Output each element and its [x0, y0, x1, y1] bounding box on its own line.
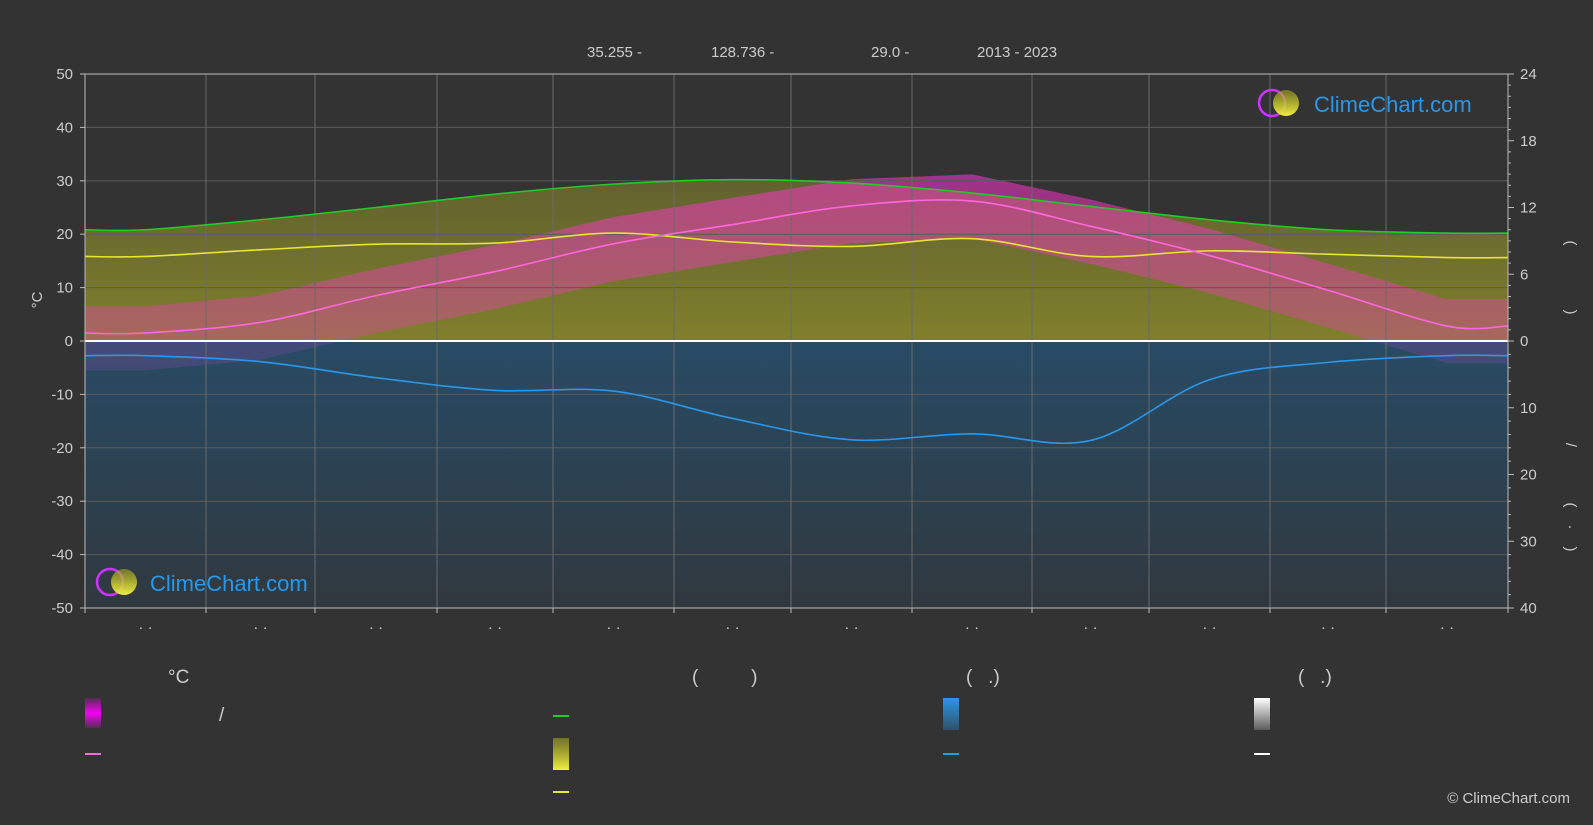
right-axis-label-mark: ) — [1562, 547, 1579, 552]
precipitation-line — [84, 354, 1509, 445]
legend-col4-header: ( .) — [1298, 667, 1332, 688]
chart-axes: 50 40 30 20 10 0 -10 -20 -30 -40 -50 24 18 12 6 0 10 20 30… — [51, 66, 1536, 636]
right-top-tick-label: 24 — [1520, 66, 1537, 83]
sunshine-line — [84, 232, 1509, 259]
header-latitude: 35.255 - — [587, 44, 642, 61]
left-tick-label: 40 — [56, 119, 73, 136]
right-axis-label-mark: ) — [1562, 310, 1579, 315]
chart-series-lines — [84, 178, 1509, 445]
left-tick-label: -50 — [51, 600, 73, 617]
right-bottom-tick-label: 10 — [1520, 400, 1537, 417]
right-bottom-tick-label: 40 — [1520, 600, 1537, 617]
month-tick-label: · · — [1321, 619, 1335, 636]
logo-top: ClimeChart.com — [1257, 88, 1472, 118]
legend-temp-range-swatch — [85, 698, 101, 728]
right-axis-label-mark: ( — [1562, 503, 1579, 508]
month-tick-label: · · — [253, 619, 267, 636]
header-years: 2013 - 2023 — [977, 44, 1057, 61]
temperature-line — [84, 199, 1509, 335]
logo-bottom-text: ClimeChart.com — [150, 571, 308, 596]
right-axis-label-marks: () / ( ·) — [1562, 241, 1579, 552]
logo-sun-icon — [111, 569, 137, 595]
legend-snow-range-swatch — [1254, 698, 1270, 730]
right-axis-label-mark: · — [1562, 525, 1579, 530]
month-tick-label: · · — [1083, 619, 1097, 636]
logo-sun-icon — [1273, 90, 1299, 116]
left-tick-label: -30 — [51, 493, 73, 510]
legend-sunshine-range-swatch — [553, 738, 569, 770]
month-tick-label: · · — [488, 619, 502, 636]
right-axis-label-mark: / — [1562, 443, 1579, 448]
right-top-tick-label: 18 — [1520, 133, 1537, 150]
month-tick-label: · · — [844, 619, 858, 636]
right-top-tick-label: 6 — [1520, 266, 1528, 283]
precipitation-range-area — [85, 341, 1508, 608]
right-axis-label-mark: ( — [1562, 241, 1579, 246]
right-bottom-tick-label: 30 — [1520, 533, 1537, 550]
logo-top-text: ClimeChart.com — [1314, 92, 1472, 117]
month-tick-label: · · — [725, 619, 739, 636]
month-tick-label: · · — [606, 619, 620, 636]
legend-col1-header: °C — [168, 667, 189, 688]
legend-col1-slash: / — [219, 705, 225, 726]
legend-col2-header: ( ) — [692, 667, 757, 688]
legend-col3-header: ( .) — [966, 667, 1000, 688]
left-tick-label: -40 — [51, 547, 73, 564]
left-tick-label: 30 — [56, 173, 73, 190]
left-tick-label: -20 — [51, 440, 73, 457]
logo-bottom: ClimeChart.com — [95, 567, 308, 597]
left-tick-label: 0 — [65, 333, 73, 350]
left-axis-unit: °C — [29, 291, 46, 308]
month-tick-label: · · — [138, 619, 152, 636]
left-tick-label: 20 — [56, 226, 73, 243]
chart-fills — [85, 174, 1508, 608]
temperature-range-area — [85, 174, 1508, 371]
left-tick-label: 10 — [56, 280, 73, 297]
daylight-line — [84, 178, 1509, 235]
right-bottom-tick-label: 20 — [1520, 467, 1537, 484]
copyright: © ClimeChart.com — [1447, 790, 1570, 807]
month-tick-label: · · — [369, 619, 383, 636]
right-top-tick-label: 0 — [1520, 333, 1528, 350]
legend-precip-range-swatch — [943, 698, 959, 730]
left-tick-label: -10 — [51, 386, 73, 403]
month-tick-label: · · — [1440, 619, 1454, 636]
month-tick-label: · · — [965, 619, 979, 636]
left-tick-label: 50 — [56, 66, 73, 83]
month-tick-label: · · — [1202, 619, 1216, 636]
header-elevation: 29.0 - — [871, 44, 909, 61]
right-top-tick-label: 12 — [1520, 200, 1537, 217]
legend: °C ( ) ( .) ( .) / — [85, 667, 1332, 793]
header-longitude: 128.736 - — [711, 44, 774, 61]
